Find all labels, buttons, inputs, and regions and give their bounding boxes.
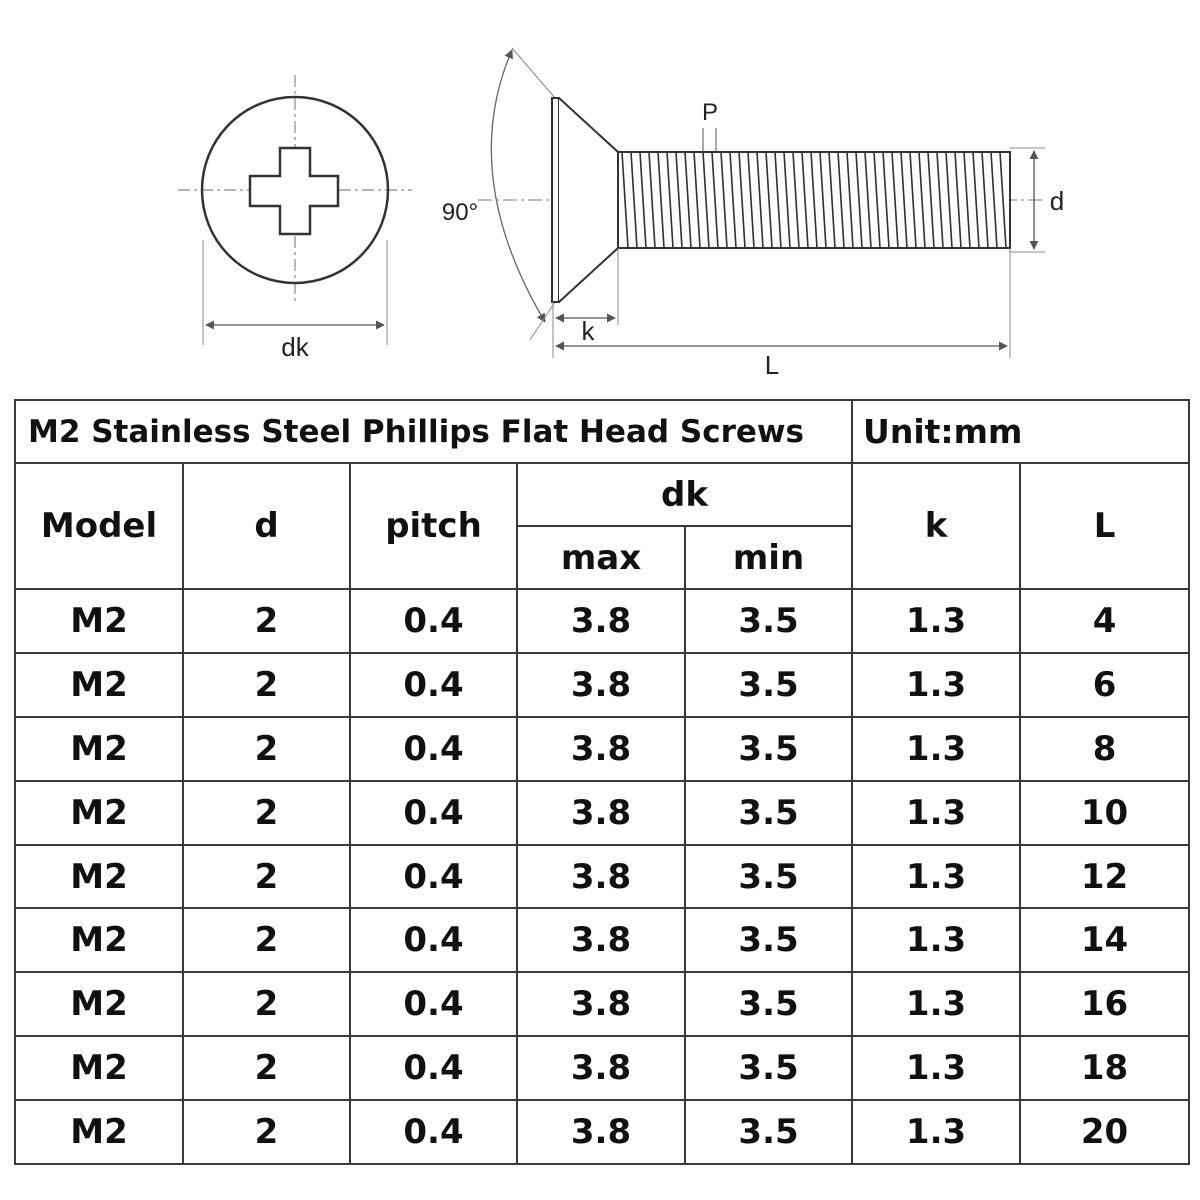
cell-L: 4	[1019, 588, 1191, 654]
cell-k: 1.3	[851, 1099, 1022, 1166]
cell-dk-max: 3.8	[516, 971, 686, 1038]
cell-dk-min: 3.5	[683, 971, 854, 1038]
angle-label: 90°	[442, 199, 478, 226]
cell-pitch: 0.4	[349, 907, 518, 974]
cell-model: M2	[14, 588, 184, 654]
header-row: Model d pitch dk k L	[14, 462, 1191, 590]
header-subrow: max min	[15, 525, 1189, 590]
cell-model: M2	[14, 971, 184, 1038]
cell-d: 2	[182, 907, 351, 974]
cell-dk-max: 3.8	[516, 779, 686, 846]
cell-d: 2	[182, 1035, 351, 1102]
screw-diagram: dk 90° P d k L	[178, 47, 1064, 380]
cell-k: 1.3	[851, 588, 1022, 654]
unit-label: Unit:mm	[851, 399, 1191, 464]
table-row: M2 2 0.4 3.8 3.5 1.3 14	[14, 907, 1191, 974]
table-row: M2 2 0.4 3.8 3.5 1.3 20	[14, 1099, 1191, 1166]
header-dk: dk	[515, 462, 854, 527]
cell-pitch: 0.4	[349, 779, 518, 846]
cell-L: 12	[1019, 843, 1191, 910]
cell-d: 2	[182, 715, 351, 782]
cell-k: 1.3	[851, 907, 1022, 974]
cell-d: 2	[182, 971, 351, 1038]
cell-dk-min: 3.5	[683, 779, 854, 846]
table-row: M2 2 0.4 3.8 3.5 1.3 8	[14, 715, 1191, 782]
cell-pitch: 0.4	[349, 971, 518, 1038]
table-row: M2 2 0.4 3.8 3.5 1.3 10	[14, 779, 1191, 846]
cell-model: M2	[14, 1099, 184, 1166]
header-k: k	[851, 462, 1022, 590]
k-dimension-label: k	[582, 316, 596, 346]
table-title: M2 Stainless Steel Phillips Flat Head Sc…	[13, 399, 854, 464]
spec-table: M2 Stainless Steel Phillips Flat Head Sc…	[13, 399, 1191, 1166]
table-row: M2 2 0.4 3.8 3.5 1.3 6	[14, 651, 1191, 718]
table-row: M2 2 0.4 3.8 3.5 1.3 12	[14, 843, 1191, 910]
cell-dk-max: 3.8	[516, 1035, 686, 1102]
table-row: M2 2 0.4 3.8 3.5 1.3 4	[14, 588, 1191, 654]
cell-k: 1.3	[851, 651, 1022, 718]
phillips-cross-icon	[248, 146, 340, 236]
thread-lines	[621, 151, 1007, 249]
cell-pitch: 0.4	[349, 651, 518, 718]
header-dk-min: min	[683, 525, 854, 590]
cell-dk-max: 3.8	[516, 651, 686, 718]
header-d: d	[182, 462, 351, 590]
cell-dk-max: 3.8	[516, 843, 686, 910]
cell-model: M2	[14, 651, 184, 718]
cell-dk-min: 3.5	[683, 715, 854, 782]
cell-k: 1.3	[851, 715, 1022, 782]
cell-L: 18	[1019, 1035, 1191, 1102]
table-body: M2 2 0.4 3.8 3.5 1.3 4 M2 2 0.4 3.8 3.5 1.3 6 M2 2 0.4 3.…	[14, 588, 1191, 1166]
header-pitch: pitch	[349, 462, 518, 590]
cell-model: M2	[14, 779, 184, 846]
cell-k: 1.3	[851, 971, 1022, 1038]
cell-dk-min: 3.5	[683, 1035, 854, 1102]
cell-dk-min: 3.5	[683, 651, 854, 718]
cell-k: 1.3	[851, 1035, 1022, 1102]
cell-model: M2	[14, 715, 184, 782]
cell-dk-max: 3.8	[516, 715, 686, 782]
cell-d: 2	[182, 588, 351, 654]
cell-k: 1.3	[851, 779, 1022, 846]
cell-model: M2	[14, 907, 184, 974]
cell-pitch: 0.4	[349, 715, 518, 782]
cell-k: 1.3	[851, 843, 1022, 910]
header-model: Model	[14, 462, 184, 590]
L-dimension-label: L	[765, 350, 779, 380]
cell-L: 20	[1019, 1099, 1191, 1166]
cell-L: 14	[1019, 907, 1191, 974]
cell-dk-max: 3.8	[516, 907, 686, 974]
cell-dk-min: 3.5	[683, 1099, 854, 1166]
cell-pitch: 0.4	[349, 1099, 518, 1166]
cell-dk-max: 3.8	[516, 588, 686, 654]
cell-pitch: 0.4	[349, 1035, 518, 1102]
screw-side-view: 90° P d k L	[442, 47, 1064, 380]
cell-d: 2	[182, 779, 351, 846]
cell-pitch: 0.4	[349, 588, 518, 654]
cell-dk-min: 3.5	[683, 907, 854, 974]
table-title-row: M2 Stainless Steel Phillips Flat Head Sc…	[13, 399, 1191, 464]
cell-dk-min: 3.5	[683, 588, 854, 654]
cell-model: M2	[14, 843, 184, 910]
pitch-label: P	[702, 99, 718, 126]
cell-pitch: 0.4	[349, 843, 518, 910]
head-top-view: dk	[178, 75, 412, 362]
cell-L: 6	[1019, 651, 1191, 718]
cell-d: 2	[182, 843, 351, 910]
cell-d: 2	[182, 651, 351, 718]
cell-L: 8	[1019, 715, 1191, 782]
cell-dk-max: 3.8	[516, 1099, 686, 1166]
dk-dimension-label: dk	[281, 332, 309, 362]
table-row: M2 2 0.4 3.8 3.5 1.3 18	[14, 1035, 1191, 1102]
table-row: M2 2 0.4 3.8 3.5 1.3 16	[14, 971, 1191, 1038]
cell-model: M2	[14, 1035, 184, 1102]
d-dimension-label: d	[1050, 186, 1064, 216]
cell-L: 16	[1019, 971, 1191, 1038]
cell-d: 2	[182, 1099, 351, 1166]
cell-L: 10	[1019, 779, 1191, 846]
header-L: L	[1019, 462, 1191, 590]
header-dk-max: max	[516, 525, 686, 590]
cell-dk-min: 3.5	[683, 843, 854, 910]
